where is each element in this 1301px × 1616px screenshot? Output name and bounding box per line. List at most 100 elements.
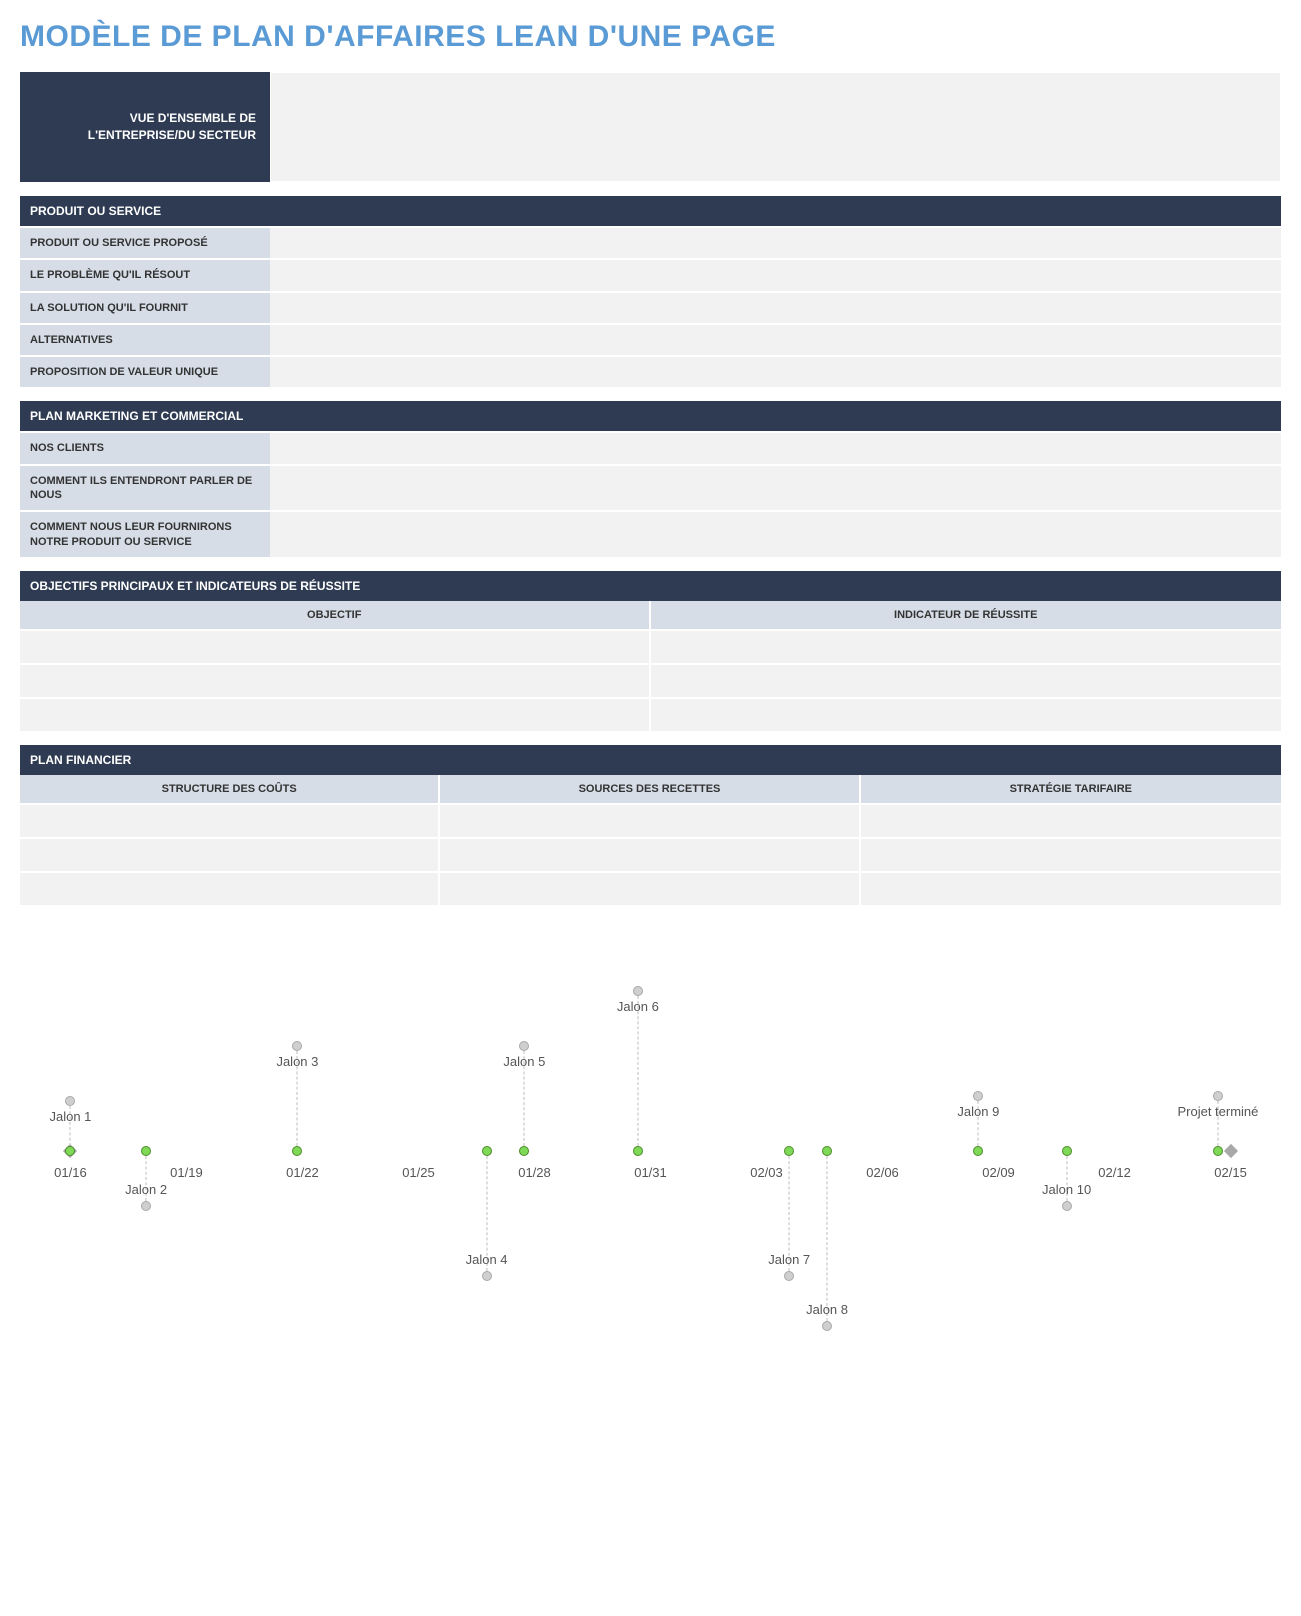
timeline-axis-dot (292, 1146, 302, 1156)
product-row: PRODUIT OU SERVICE PROPOSÉ (20, 226, 1281, 258)
product-row: PROPOSITION DE VALEUR UNIQUE (20, 355, 1281, 387)
timeline-milestone-dot (482, 1271, 492, 1281)
timeline-milestone-dot (822, 1321, 832, 1331)
product-section-header: PRODUIT OU SERVICE (20, 196, 1281, 226)
timeline-milestone-dot (141, 1201, 151, 1211)
goals-cell (651, 697, 1282, 731)
goals-cell (651, 629, 1282, 663)
marketing-row: NOS CLIENTS (20, 431, 1281, 463)
financial-column-header: STRATÉGIE TARIFAIRE (861, 775, 1281, 803)
marketing-label: COMMENT NOUS LEUR FOURNIRONS NOTRE PRODU… (20, 512, 270, 557)
marketing-label: NOS CLIENTS (20, 433, 270, 463)
timeline-milestone-dot (65, 1096, 75, 1106)
goals-column-header: OBJECTIF (20, 601, 651, 629)
marketing-row: COMMENT NOUS LEUR FOURNIRONS NOTRE PRODU… (20, 510, 1281, 557)
timeline-axis-dot (519, 1146, 529, 1156)
product-value (270, 357, 1281, 387)
product-label: ALTERNATIVES (20, 325, 270, 355)
timeline-axis-dot (822, 1146, 832, 1156)
product-value (270, 293, 1281, 323)
timeline-axis-dot (65, 1146, 75, 1156)
timeline-axis-dot (973, 1146, 983, 1156)
marketing-row: COMMENT ILS ENTENDRONT PARLER DE NOUS (20, 464, 1281, 511)
product-label: LE PROBLÈME QU'IL RÉSOUT (20, 260, 270, 290)
overview-label: VUE D'ENSEMBLE DE L'ENTREPRISE/DU SECTEU… (20, 72, 270, 182)
financial-row (20, 837, 1281, 871)
timeline-milestone-label: Jalon 7 (768, 1252, 810, 1267)
timeline-axis-end-icon (1223, 1144, 1237, 1158)
product-value (270, 228, 1281, 258)
timeline-axis-dot (482, 1146, 492, 1156)
milestone-timeline: 01/16 01/19 01/22 01/25 01/28 01/31 02/03 02/06… (20, 945, 1281, 1375)
timeline-milestone-label: Jalon 4 (466, 1252, 508, 1267)
product-value (270, 260, 1281, 290)
product-label: PRODUIT OU SERVICE PROPOSÉ (20, 228, 270, 258)
goals-cell (20, 697, 651, 731)
product-row: LE PROBLÈME QU'IL RÉSOUT (20, 258, 1281, 290)
timeline-x-tick: 01/28 (518, 1165, 551, 1180)
timeline-milestone-label: Jalon 5 (503, 1054, 545, 1069)
marketing-value (270, 466, 1281, 511)
financial-row (20, 871, 1281, 905)
timeline-x-tick: 02/09 (982, 1165, 1015, 1180)
timeline-x-tick: 01/16 (54, 1165, 87, 1180)
financial-column-header: SOURCES DES RECETTES (440, 775, 860, 803)
timeline-x-tick: 01/22 (286, 1165, 319, 1180)
product-section: PRODUIT OU SERVICE PRODUIT OU SERVICE PR… (20, 196, 1281, 387)
page-title: MODÈLE DE PLAN D'AFFAIRES LEAN D'UNE PAG… (20, 20, 1281, 54)
timeline-milestone-label: Jalon 3 (276, 1054, 318, 1069)
financial-column-header: STRUCTURE DES COÛTS (20, 775, 440, 803)
financial-cell (440, 837, 860, 871)
product-label: LA SOLUTION QU'IL FOURNIT (20, 293, 270, 323)
timeline-milestone-dot (1213, 1091, 1223, 1101)
goals-cell (20, 663, 651, 697)
timeline-milestone-label: Jalon 8 (806, 1302, 848, 1317)
product-label: PROPOSITION DE VALEUR UNIQUE (20, 357, 270, 387)
overview-row: VUE D'ENSEMBLE DE L'ENTREPRISE/DU SECTEU… (20, 72, 1281, 182)
timeline-connector (827, 1156, 828, 1321)
timeline-x-tick: 01/31 (634, 1165, 667, 1180)
timeline-milestone-label: Jalon 2 (125, 1182, 167, 1197)
financial-section: PLAN FINANCIER STRUCTURE DES COÛTSSOURCE… (20, 745, 1281, 905)
product-row: ALTERNATIVES (20, 323, 1281, 355)
goals-row (20, 663, 1281, 697)
timeline-x-tick: 02/03 (750, 1165, 783, 1180)
goals-cell (20, 629, 651, 663)
financial-section-header: PLAN FINANCIER (20, 745, 1281, 775)
timeline-milestone-dot (784, 1271, 794, 1281)
financial-row (20, 803, 1281, 837)
goals-row (20, 629, 1281, 663)
goals-section: OBJECTIFS PRINCIPAUX ET INDICATEURS DE R… (20, 571, 1281, 731)
timeline-milestone-dot (633, 986, 643, 996)
financial-cell (20, 837, 440, 871)
financial-cell (861, 837, 1281, 871)
timeline-milestone-dot (292, 1041, 302, 1051)
financial-cell (861, 803, 1281, 837)
timeline-milestone-dot (519, 1041, 529, 1051)
timeline-milestone-label: Jalon 9 (957, 1104, 999, 1119)
goals-column-header: INDICATEUR DE RÉUSSITE (651, 601, 1282, 629)
timeline-axis-dot (1213, 1146, 1223, 1156)
overview-value (270, 72, 1281, 182)
marketing-section: PLAN MARKETING ET COMMERCIAL NOS CLIENTS… (20, 401, 1281, 556)
timeline-milestone-dot (1062, 1201, 1072, 1211)
financial-cell (440, 871, 860, 905)
financial-cell (20, 871, 440, 905)
goals-row (20, 697, 1281, 731)
financial-cell (861, 871, 1281, 905)
timeline-milestone-label: Jalon 10 (1042, 1182, 1091, 1197)
marketing-section-header: PLAN MARKETING ET COMMERCIAL (20, 401, 1281, 431)
timeline-x-tick: 01/19 (170, 1165, 203, 1180)
financial-cell (440, 803, 860, 837)
timeline-axis-dot (633, 1146, 643, 1156)
timeline-x-tick: 01/25 (402, 1165, 435, 1180)
timeline-milestone-label: Projet terminé (1177, 1104, 1258, 1119)
timeline-axis-dot (784, 1146, 794, 1156)
timeline-x-tick: 02/12 (1098, 1165, 1131, 1180)
marketing-value (270, 512, 1281, 557)
marketing-label: COMMENT ILS ENTENDRONT PARLER DE NOUS (20, 466, 270, 511)
timeline-x-tick: 02/06 (866, 1165, 899, 1180)
timeline-axis-dot (141, 1146, 151, 1156)
goals-cell (651, 663, 1282, 697)
timeline-milestone-label: Jalon 6 (617, 999, 659, 1014)
